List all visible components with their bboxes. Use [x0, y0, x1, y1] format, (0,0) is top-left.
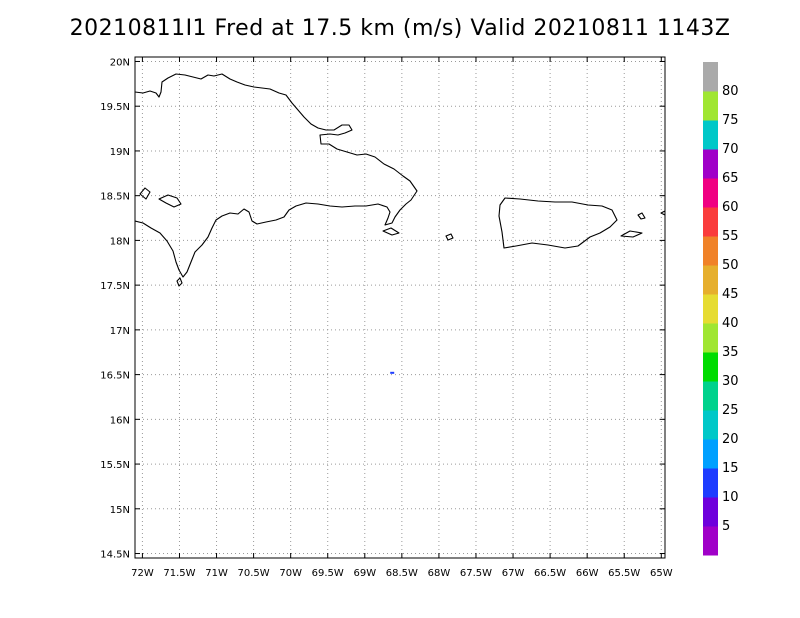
x-tick-label: 65W — [650, 568, 673, 579]
colorbar-segment — [703, 178, 718, 208]
y-tick-label: 17N — [110, 326, 130, 337]
colorbar-segment — [703, 62, 718, 92]
x-tick-label: 65.5W — [608, 568, 640, 579]
colorbar-segment — [703, 352, 718, 382]
colorbar-label: 35 — [722, 345, 739, 360]
y-tick-label: 16N — [110, 415, 130, 426]
y-tick-label: 18N — [110, 236, 130, 247]
culebra-island — [637, 212, 646, 220]
x-tick-label: 66.5W — [534, 568, 566, 579]
colorbar-label: 75 — [722, 113, 739, 128]
tortuga-island — [158, 194, 182, 208]
colorbar-label: 60 — [722, 200, 739, 215]
beata-island — [176, 277, 183, 287]
colorbar-segment — [703, 497, 718, 527]
virgin-islands-fragment — [660, 210, 665, 216]
colorbar-segment — [703, 526, 718, 556]
x-tick-label: 66W — [576, 568, 599, 579]
hispaniola-coastline — [135, 73, 418, 278]
colorbar-label: 40 — [722, 316, 739, 331]
y-tick-label: 19.5N — [100, 102, 130, 113]
data-marks — [390, 371, 395, 374]
colorbar-label: 45 — [722, 287, 739, 302]
y-tick-label: 16.5N — [100, 371, 130, 382]
x-tick-label: 67W — [502, 568, 525, 579]
mona-island — [445, 233, 454, 241]
x-tick-label: 69.5W — [312, 568, 344, 579]
colorbar-segment — [703, 410, 718, 440]
colorbar-segment — [703, 265, 718, 295]
colorbar-segment — [703, 120, 718, 150]
x-tick-label: 69W — [353, 568, 376, 579]
saona-island — [382, 227, 400, 236]
y-tick-label: 15N — [110, 505, 130, 516]
puerto-rico-coastline — [498, 197, 618, 249]
colorbar-segment — [703, 468, 718, 498]
colorbar-label: 65 — [722, 171, 739, 186]
y-tick-label: 18.5N — [100, 192, 130, 203]
y-tick-label: 17.5N — [100, 281, 130, 292]
colorbar-label: 25 — [722, 403, 739, 418]
wind-speed-mark — [390, 371, 395, 374]
colorbar-label: 15 — [722, 461, 739, 476]
colorbar-label: 50 — [722, 258, 739, 273]
y-tick-label: 14.5N — [100, 550, 130, 561]
colorbar-segment — [703, 91, 718, 121]
gridlines — [135, 57, 665, 558]
x-tick-label: 68.5W — [386, 568, 418, 579]
gonave-west-islet — [139, 187, 151, 200]
x-axis: 72W 71.5W 71W 70.5W 70W 69.5W 69W 68.5W 68W 67.5W… — [131, 57, 673, 579]
y-axis: 14.5N 15N 15.5N 16N 16.5N 17N 17.5N 18N 18.5N 19N… — [100, 57, 665, 561]
x-tick-label: 70.5W — [238, 568, 270, 579]
x-tick-label: 70W — [279, 568, 302, 579]
colorbar-label: 30 — [722, 374, 739, 389]
x-tick-label: 68W — [428, 568, 451, 579]
colorbar-label: 5 — [722, 519, 730, 534]
colorbar-segment — [703, 381, 718, 411]
colorbar-segment — [703, 323, 718, 353]
y-tick-label: 20N — [110, 57, 130, 68]
colorbar-segment — [703, 294, 718, 324]
x-tick-label: 67.5W — [460, 568, 492, 579]
colorbar-label: 10 — [722, 490, 739, 505]
colorbar-segment — [703, 439, 718, 469]
x-tick-label: 72W — [131, 568, 154, 579]
colorbar-segment — [703, 207, 718, 237]
colorbar-segment — [703, 149, 718, 179]
colorbar-label: 70 — [722, 142, 739, 157]
vieques-island — [620, 230, 643, 238]
colorbar: 5 10 15 20 25 30 35 40 45 50 55 60 65 70 75 80 — [703, 62, 739, 556]
map-frame — [134, 56, 666, 559]
colorbar-segment — [703, 236, 718, 266]
colorbar-label: 80 — [722, 84, 739, 99]
colorbar-label: 20 — [722, 432, 739, 447]
colorbar-label: 55 — [722, 229, 739, 244]
y-tick-label: 19N — [110, 147, 130, 158]
y-tick-label: 15.5N — [100, 460, 130, 471]
x-tick-label: 71.5W — [163, 568, 195, 579]
coastlines — [135, 73, 665, 287]
x-tick-label: 71W — [205, 568, 228, 579]
map-title: 20210811I1 Fred at 17.5 km (m/s) Valid 2… — [69, 16, 731, 41]
